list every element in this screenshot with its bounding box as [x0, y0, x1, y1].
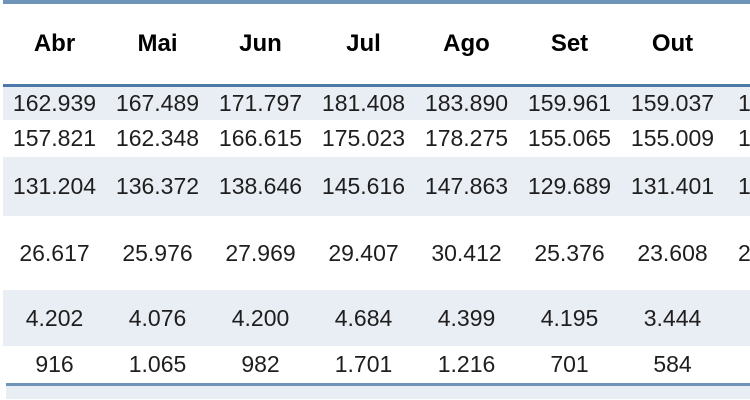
table-cell: 1.216 [437, 351, 496, 377]
table-cell: 3.444 [643, 304, 702, 331]
table-cell: 4.684 [334, 304, 393, 331]
table-cell: 145.616 [321, 173, 406, 199]
table-cell: 30.412 [431, 239, 502, 266]
table-cell: 147.863 [424, 173, 509, 199]
table-cell: 155.009 [630, 125, 715, 151]
table-cell: 129.689 [527, 173, 612, 199]
table-cell: 4.195 [540, 304, 599, 331]
table-row: 916 1.065 982 1.701 1.216 701 584 [3, 346, 750, 383]
clipped-next-row [6, 386, 750, 399]
monthly-values-table: Abr Mai Jun Jul Ago Set Out 162.939 167.489 171.… [3, 0, 750, 399]
table-cell: 159.037 [630, 90, 715, 116]
table-cell: 25.976 [122, 239, 193, 266]
table-cell: 167.489 [115, 90, 200, 116]
table-body: 162.939 167.489 171.797 181.408 183.890 159.9… [3, 87, 750, 383]
table-cell: 27.969 [225, 239, 296, 266]
table-row: 26.617 25.976 27.969 29.407 30.412 25.376 23.6… [3, 216, 750, 290]
column-header-out: Out [651, 30, 694, 57]
table-header-row: Abr Mai Jun Jul Ago Set Out [3, 4, 750, 87]
column-header-jul: Jul [346, 30, 381, 57]
table-cell: 178.275 [424, 125, 509, 151]
table-cell: 982 [241, 351, 280, 377]
table-cell: 181.408 [321, 90, 406, 116]
table-cell: 584 [653, 351, 692, 377]
table-cell: 1 [738, 125, 750, 151]
table-cell: 4.200 [231, 304, 290, 331]
column-header-ago: Ago [443, 30, 490, 57]
table-cell: 131.204 [12, 173, 97, 199]
table-cell: 4.076 [128, 304, 187, 331]
table-cell: 171.797 [218, 90, 303, 116]
table-bottom-border [6, 383, 750, 386]
table-cell: 166.615 [218, 125, 303, 151]
table-cell: 131.401 [630, 173, 715, 199]
table-cell: 138.646 [218, 173, 303, 199]
table-cell: 1.701 [334, 351, 393, 377]
table-cell: 157.821 [12, 125, 97, 151]
table-row: 131.204 136.372 138.646 145.616 147.863 129.6… [3, 157, 750, 216]
column-header-set: Set [550, 30, 589, 57]
table-cell: 26.617 [19, 239, 90, 266]
table-cell: 29.407 [328, 239, 399, 266]
table-cell: 916 [35, 351, 74, 377]
column-header-abr: Abr [33, 30, 76, 57]
table-cell: 2 [738, 239, 750, 266]
column-header-jun: Jun [239, 30, 282, 57]
table-cell: 4.202 [25, 304, 84, 331]
table-cell: 1 [738, 173, 750, 199]
table-cell: 183.890 [424, 90, 509, 116]
table-row: 157.821 162.348 166.615 175.023 178.275 155.0… [3, 120, 750, 157]
table-cell: 25.376 [534, 239, 605, 266]
table-cell: 162.348 [115, 125, 200, 151]
table-row: 4.202 4.076 4.200 4.684 4.399 4.195 3.444 [3, 290, 750, 346]
table-cell: 159.961 [527, 90, 612, 116]
table-cell: 162.939 [12, 90, 97, 116]
table-cell: 4.399 [437, 304, 496, 331]
table-row: 162.939 167.489 171.797 181.408 183.890 159.9… [3, 87, 750, 120]
table-cell: 1.065 [128, 351, 187, 377]
table-cell: 175.023 [321, 125, 406, 151]
column-header-mai: Mai [137, 30, 178, 57]
table-cell: 23.608 [637, 239, 708, 266]
table-cell: 1 [738, 90, 750, 116]
table-cell: 701 [550, 351, 589, 377]
table-cell: 155.065 [527, 125, 612, 151]
table-cell: 136.372 [115, 173, 200, 199]
